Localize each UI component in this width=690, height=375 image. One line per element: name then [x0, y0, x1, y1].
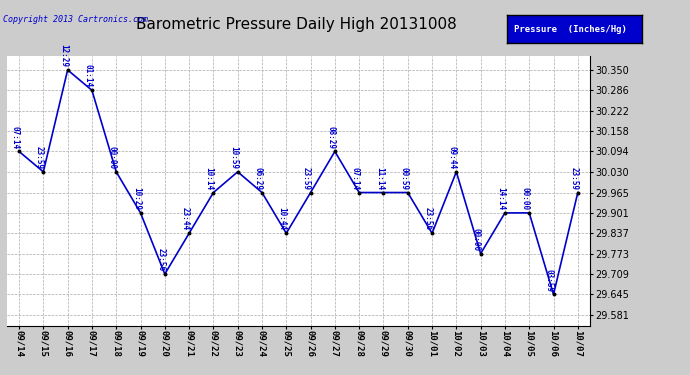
Point [572, 189, 583, 195]
Point [135, 210, 146, 216]
Point [257, 189, 268, 195]
Text: 10:59: 10:59 [229, 146, 238, 169]
Text: Copyright 2013 Cartronics.com: Copyright 2013 Cartronics.com [3, 15, 148, 24]
Point [500, 210, 511, 216]
Text: Pressure  (Inches/Hg): Pressure (Inches/Hg) [514, 25, 627, 34]
Point [86, 87, 97, 93]
Text: 14:14: 14:14 [496, 187, 505, 210]
Text: 07:14: 07:14 [351, 166, 359, 190]
Point [110, 169, 121, 175]
Point [281, 230, 292, 236]
Text: 23:44: 23:44 [181, 207, 190, 231]
Point [354, 189, 365, 195]
Point [232, 169, 243, 175]
Point [378, 189, 389, 195]
Text: 10:44: 10:44 [277, 207, 286, 231]
Point [62, 67, 73, 73]
Text: 08:29: 08:29 [326, 126, 335, 148]
Point [159, 271, 170, 277]
Text: 00:00: 00:00 [108, 146, 117, 169]
Point [402, 189, 413, 195]
Text: 10:29: 10:29 [132, 187, 141, 210]
Point [184, 230, 195, 236]
Text: 00:00: 00:00 [472, 228, 481, 251]
Text: 03:59: 03:59 [545, 268, 554, 292]
Text: 01:14: 01:14 [83, 64, 92, 87]
Point [451, 169, 462, 175]
Text: 23:59: 23:59 [34, 146, 43, 169]
Point [305, 189, 316, 195]
Text: 09:44: 09:44 [448, 146, 457, 169]
Text: 06:29: 06:29 [253, 166, 262, 190]
Text: 23:56: 23:56 [156, 248, 165, 271]
Text: 11:14: 11:14 [375, 166, 384, 190]
Point [524, 210, 535, 216]
Text: 12:29: 12:29 [59, 44, 68, 67]
Text: 00:59: 00:59 [399, 166, 408, 190]
Text: Barometric Pressure Daily High 20131008: Barometric Pressure Daily High 20131008 [137, 17, 457, 32]
Text: 23:59: 23:59 [302, 166, 311, 190]
Text: 23:59: 23:59 [569, 166, 578, 190]
Point [14, 148, 25, 154]
Text: 07:14: 07:14 [10, 126, 19, 148]
Point [475, 251, 486, 257]
Point [38, 169, 49, 175]
Point [548, 291, 559, 297]
Point [329, 148, 340, 154]
Text: 10:14: 10:14 [205, 166, 214, 190]
Point [208, 189, 219, 195]
Point [426, 230, 437, 236]
Text: 23:56: 23:56 [424, 207, 433, 231]
Text: 00:00: 00:00 [520, 187, 529, 210]
